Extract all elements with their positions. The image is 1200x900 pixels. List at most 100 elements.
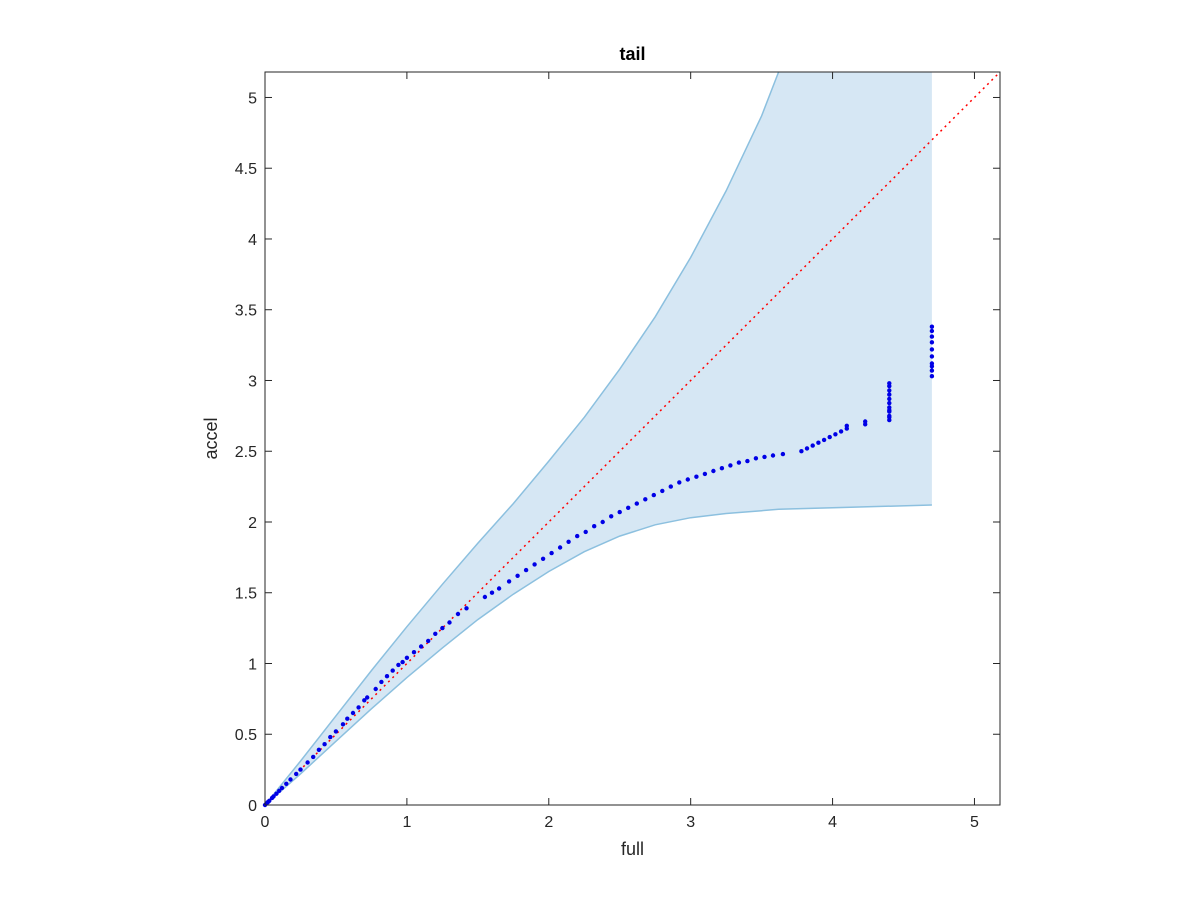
y-tick-label: 4.5 [235, 161, 257, 178]
confidence-band-upper-edge [264, 71, 780, 806]
data-point [298, 767, 303, 772]
data-point [887, 408, 892, 413]
confidence-band-lower-edge [264, 504, 932, 806]
data-point [455, 611, 461, 617]
data-point [804, 446, 810, 451]
data-point [816, 440, 821, 445]
data-point [356, 705, 361, 710]
data-point [362, 698, 367, 703]
data-point [404, 655, 410, 660]
data-point [651, 492, 656, 498]
data-point [411, 650, 417, 655]
data-point [440, 625, 445, 631]
data-point [694, 474, 699, 479]
y-tick-label: 0.5 [235, 727, 257, 744]
data-point [887, 381, 892, 386]
y-tick-label: 1.5 [235, 586, 257, 603]
data-point [532, 562, 537, 567]
data-point [929, 324, 935, 329]
data-point [305, 760, 310, 765]
data-point [745, 458, 750, 464]
data-point [274, 791, 279, 796]
data-point [267, 798, 272, 803]
data-point [929, 347, 935, 352]
data-point [929, 340, 935, 345]
data-point [464, 606, 469, 611]
plot-area [262, 71, 1001, 808]
x-axis-label: full [621, 839, 644, 859]
data-point [929, 328, 935, 334]
y-tick-label: 2.5 [235, 444, 257, 461]
data-point [719, 466, 725, 471]
y-tick-label: 0 [248, 798, 257, 815]
y-tick-label: 5 [248, 90, 257, 107]
data-point [827, 434, 832, 440]
data-point [833, 432, 838, 437]
data-point [426, 638, 431, 644]
data-point [288, 777, 293, 782]
data-point [447, 620, 452, 625]
data-point [557, 545, 563, 550]
data-point [617, 509, 622, 515]
data-point [887, 400, 892, 406]
data-point [345, 716, 350, 721]
data-point [575, 533, 580, 539]
data-point [396, 662, 401, 668]
data-point [863, 419, 868, 424]
x-tick-label: 5 [970, 814, 979, 831]
data-point [634, 501, 639, 506]
y-tick-label: 3.5 [235, 303, 257, 320]
data-point [515, 573, 520, 578]
data-point [496, 586, 502, 591]
data-point [887, 392, 892, 397]
data-point [340, 722, 346, 727]
data-point [390, 668, 395, 673]
data-point [322, 742, 327, 747]
data-point [660, 488, 665, 494]
y-tick-label: 4 [248, 232, 257, 249]
data-point [583, 529, 588, 535]
data-point [736, 460, 742, 465]
x-tick-label: 1 [402, 814, 411, 831]
data-points [262, 324, 935, 808]
data-point [929, 368, 935, 373]
data-point [929, 354, 935, 359]
data-point [685, 477, 690, 482]
data-point [810, 443, 815, 448]
data-point [294, 771, 299, 777]
data-point [506, 579, 512, 584]
data-point [728, 463, 733, 468]
data-point [711, 468, 716, 474]
data-point [844, 423, 849, 428]
data-point [277, 788, 282, 793]
y-axis-ticks: 0 0.5 1 1.5 2 2.5 3 3.5 4 4.5 5 [235, 90, 1000, 815]
confidence-band-fill [265, 72, 932, 805]
data-point [887, 415, 892, 420]
data-point [838, 429, 844, 434]
data-point [418, 644, 424, 649]
data-point [780, 451, 786, 457]
data-point [350, 710, 356, 716]
data-point [887, 396, 892, 402]
axes-frame [264, 71, 1001, 806]
data-point [643, 497, 648, 502]
y-axis-label: accel [201, 417, 221, 459]
data-point [929, 374, 935, 379]
data-point [566, 539, 571, 544]
data-point [677, 480, 682, 485]
data-point [702, 471, 708, 477]
data-point [799, 449, 804, 454]
data-point [400, 659, 405, 665]
x-axis-ticks: 0 1 2 3 4 5 [261, 72, 979, 831]
data-point [929, 334, 935, 339]
y-tick-label: 1 [248, 656, 257, 673]
data-point [333, 729, 339, 734]
x-tick-label: 3 [686, 814, 695, 831]
data-point [365, 695, 370, 700]
x-tick-label: 4 [828, 814, 837, 831]
y-tick-label: 2 [248, 515, 257, 532]
data-point [316, 747, 322, 752]
data-point [929, 364, 935, 369]
x-tick-label: 2 [544, 814, 553, 831]
